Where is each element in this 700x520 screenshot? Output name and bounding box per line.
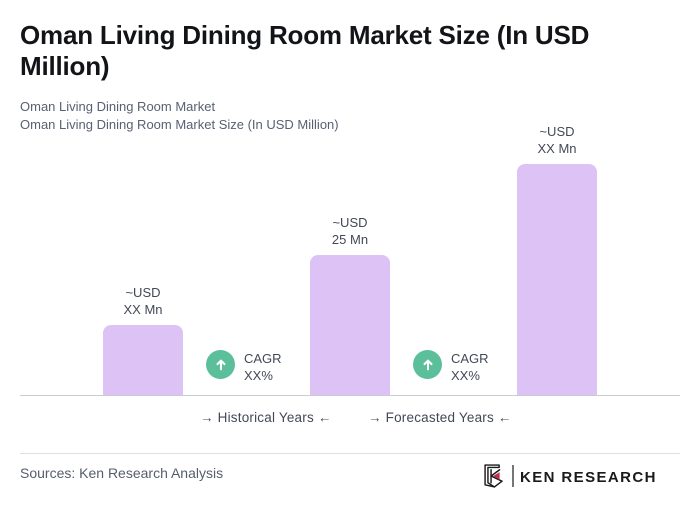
svg-text:KEN RESEARCH: KEN RESEARCH (520, 469, 655, 486)
